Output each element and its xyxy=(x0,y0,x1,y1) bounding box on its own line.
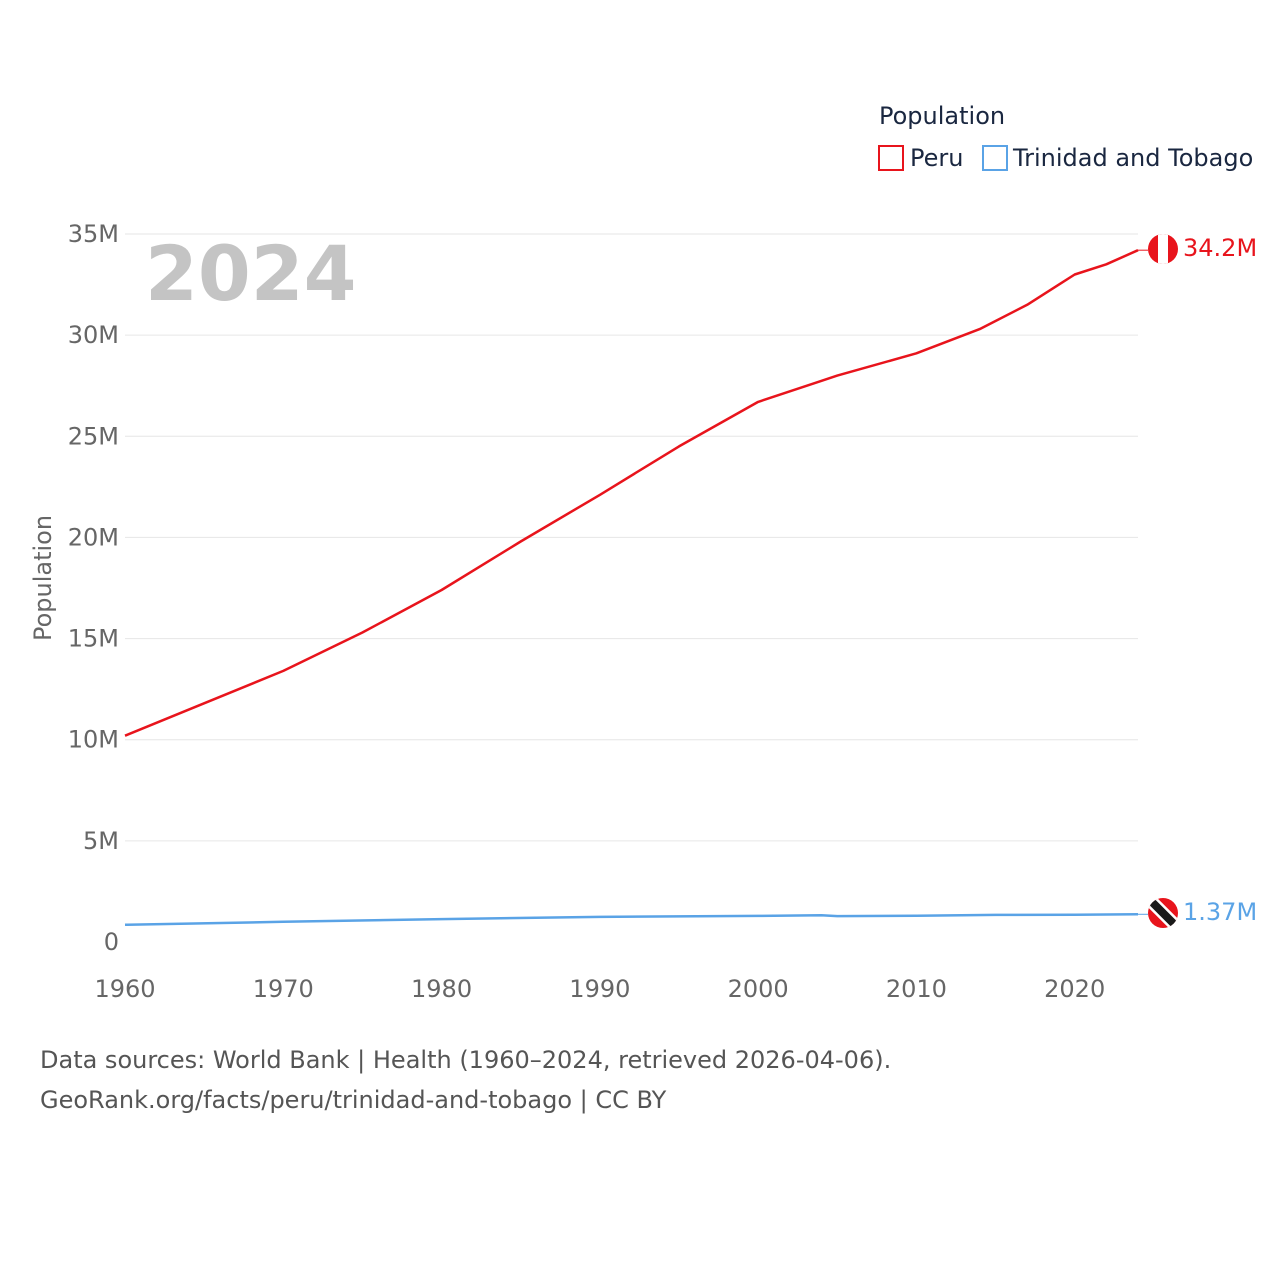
x-axis-ticks: 1960 1970 1980 1990 2000 2010 2020 xyxy=(94,975,1105,1003)
series-line-peru[interactable] xyxy=(124,249,1139,737)
x-tick-label: 2020 xyxy=(1044,975,1105,1003)
legend-title: Population xyxy=(879,102,1005,130)
y-tick-label: 35M xyxy=(68,220,119,248)
y-axis-title: Population xyxy=(29,515,57,641)
series-line-trinidad-and-tobago[interactable] xyxy=(124,913,1139,927)
footer-link[interactable]: GeoRank.org/facts/peru/trinidad-and-toba… xyxy=(40,1086,667,1114)
year-watermark: 2024 xyxy=(145,229,357,318)
end-label-peru: 34.2M xyxy=(1183,234,1257,262)
x-tick-label: 1960 xyxy=(94,975,155,1003)
footer-sources: Data sources: World Bank | Health (1960–… xyxy=(40,1046,892,1074)
series-lines xyxy=(124,249,1148,927)
trinidad-and-tobago-flag-icon xyxy=(1148,898,1178,928)
x-tick-label: 1970 xyxy=(253,975,314,1003)
y-tick-label: 15M xyxy=(68,625,119,653)
peru-flag-icon xyxy=(1148,234,1178,264)
y-tick-label: 25M xyxy=(68,422,119,450)
y-tick-label: 5M xyxy=(83,827,119,855)
y-tick-label: 20M xyxy=(68,523,119,551)
x-tick-label: 1990 xyxy=(569,975,630,1003)
legend-label-trinidad-and-tobago[interactable]: Trinidad and Tobago xyxy=(1012,144,1253,172)
y-tick-label: 30M xyxy=(68,321,119,349)
gridlines xyxy=(125,233,1138,842)
x-tick-label: 2000 xyxy=(728,975,789,1003)
end-label-trinidad-and-tobago: 1.37M xyxy=(1183,898,1257,926)
y-axis-ticks: 0 5M 10M 15M 20M 25M 30M 35M xyxy=(68,220,119,956)
legend-swatch-trinidad-and-tobago[interactable] xyxy=(982,145,1008,171)
legend-swatch-peru[interactable] xyxy=(878,145,904,171)
x-tick-label: 2010 xyxy=(886,975,947,1003)
legend-label-peru[interactable]: Peru xyxy=(910,144,963,172)
y-tick-label: 0 xyxy=(104,928,119,956)
legend: Population Peru Trinidad and Tobago xyxy=(878,102,1253,172)
y-tick-label: 10M xyxy=(68,726,119,754)
x-tick-label: 1980 xyxy=(411,975,472,1003)
